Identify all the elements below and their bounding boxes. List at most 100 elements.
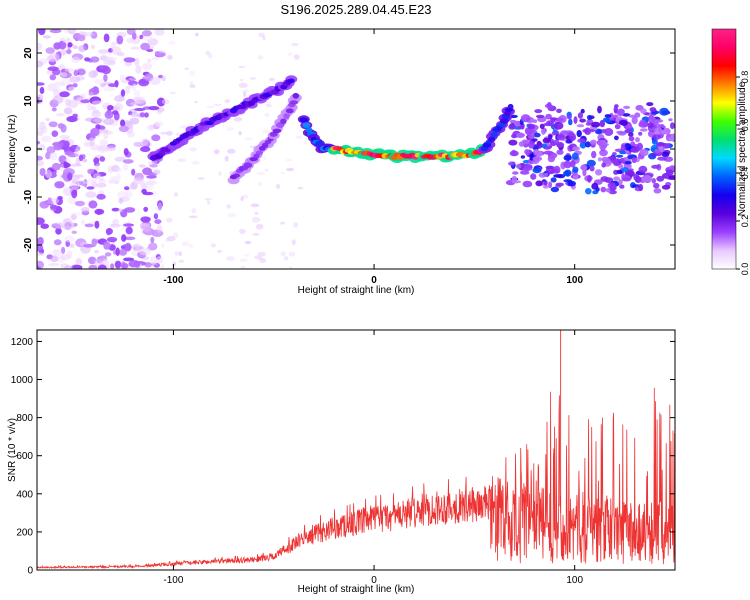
noise-blob: [197, 177, 205, 180]
noise-blob: [155, 29, 161, 36]
scatter-blob: [528, 141, 535, 149]
noise-blob: [40, 223, 49, 229]
scatter-blob: [550, 153, 558, 158]
noise-blob: [249, 76, 256, 80]
noise-blob: [155, 51, 166, 57]
noise-blob: [214, 149, 220, 155]
scatter-blob: [599, 119, 605, 127]
noise-blob: [110, 263, 115, 269]
noise-blob: [108, 83, 118, 87]
scatter-blob: [619, 150, 626, 155]
scatter-blob: [535, 114, 545, 119]
noise-blob: [262, 35, 266, 41]
noise-blob: [119, 248, 128, 256]
noise-blob: [125, 226, 133, 235]
spectrogram-marks: [37, 29, 675, 269]
scatter-blob: [624, 161, 632, 165]
noise-blob: [37, 217, 45, 225]
scatter-blob: [654, 148, 660, 154]
scatter-blob: [545, 165, 555, 170]
noise-blob: [60, 124, 67, 133]
noise-blob: [293, 222, 299, 228]
scatter-blob: [564, 169, 572, 177]
noise-blob: [112, 110, 119, 115]
noise-blob: [143, 206, 149, 212]
scatter-blob: [564, 161, 569, 165]
noise-blob: [135, 64, 142, 74]
noise-blob: [93, 109, 99, 115]
scatter-blob: [549, 117, 558, 121]
noise-blob: [178, 251, 182, 256]
scatter-blob: [512, 171, 519, 175]
noise-blob: [85, 191, 97, 198]
noise-blob: [224, 155, 229, 162]
scatter-blob: [666, 169, 674, 176]
noise-blob: [75, 75, 85, 81]
noise-blob: [114, 260, 122, 269]
scatter-blob: [642, 175, 653, 183]
noise-blob: [78, 45, 86, 53]
noise-blob: [99, 156, 106, 162]
scatter-blob: [567, 131, 575, 137]
noise-blob: [151, 191, 158, 197]
noise-blob: [95, 182, 107, 188]
noise-blob: [50, 255, 59, 263]
noise-blob: [154, 219, 162, 225]
scatter-blob: [508, 161, 515, 166]
noise-blob: [107, 105, 114, 111]
noise-blob: [53, 86, 61, 95]
noise-blob: [116, 172, 121, 182]
lower-ridge-cell: [255, 150, 263, 156]
scatter-blob: [654, 127, 663, 135]
scatter-blob: [553, 165, 561, 174]
noise-blob: [132, 83, 137, 92]
scatter-blob: [536, 141, 543, 149]
noise-blob: [60, 48, 67, 56]
noise-blob: [123, 257, 135, 262]
noise-blob: [153, 213, 159, 220]
scatter-blob: [548, 134, 553, 140]
noise-blob: [254, 255, 262, 260]
noise-blob: [121, 234, 127, 242]
noise-blob: [37, 42, 42, 51]
noise-blob: [87, 168, 95, 175]
snr-ytick-label: 1000: [11, 375, 34, 386]
noise-blob: [167, 54, 173, 60]
noise-blob: [191, 161, 200, 165]
noise-blob: [64, 235, 75, 243]
noise-blob: [62, 225, 72, 231]
noise-blob: [94, 250, 99, 254]
scatter-blob: [589, 139, 597, 145]
noise-blob: [45, 47, 55, 54]
colorbar-tick-label: 0.8: [740, 71, 750, 84]
scatter-blob: [532, 167, 542, 174]
scatter-blob: [594, 128, 603, 135]
noise-blob: [99, 49, 107, 55]
scatter-blob: [576, 124, 585, 128]
noise-blob: [129, 117, 140, 125]
noise-blob: [39, 201, 50, 209]
colorbar-tick-label: 0.4: [740, 167, 750, 180]
noise-blob: [218, 171, 222, 177]
spectrogram-ytick-label: -20: [23, 237, 34, 252]
noise-blob: [117, 208, 124, 213]
scatter-blob: [550, 177, 557, 183]
scatter-blob: [638, 121, 649, 128]
noise-blob: [126, 37, 134, 44]
scatter-blob: [622, 113, 631, 117]
scatter-blob: [638, 131, 643, 136]
lower-ridge-cell: [289, 100, 298, 105]
noise-blob: [265, 104, 272, 108]
noise-blob: [61, 246, 66, 254]
noise-blob: [70, 163, 83, 167]
noise-blob: [82, 158, 88, 163]
scatter-blob: [600, 186, 607, 193]
noise-blob: [264, 101, 272, 105]
noise-blob: [122, 159, 134, 164]
noise-blob: [204, 198, 213, 201]
noise-blob: [133, 180, 146, 185]
noise-blob: [297, 186, 304, 190]
noise-blob: [257, 251, 266, 257]
noise-blob: [39, 168, 46, 176]
noise-blob: [71, 56, 81, 64]
